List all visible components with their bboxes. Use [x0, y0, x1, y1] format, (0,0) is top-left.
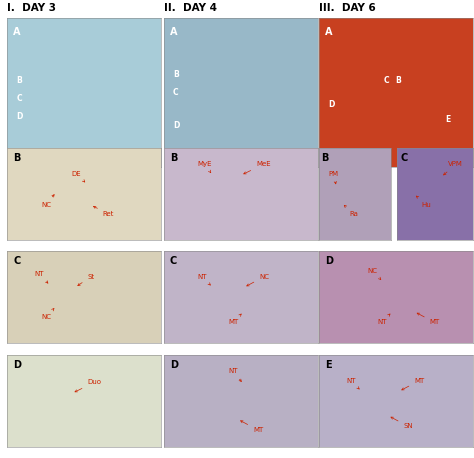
Text: MyE: MyE: [197, 161, 212, 173]
Text: B: B: [321, 153, 329, 164]
Text: NT: NT: [346, 377, 359, 389]
Text: I.  DAY 3: I. DAY 3: [7, 3, 56, 13]
Text: NC: NC: [368, 268, 381, 279]
Text: C: C: [16, 94, 22, 103]
Text: B: B: [173, 71, 179, 79]
Text: E: E: [445, 115, 450, 124]
Text: MeE: MeE: [244, 161, 271, 174]
Text: B: B: [13, 153, 21, 164]
Text: NC: NC: [41, 195, 54, 208]
Text: St: St: [78, 273, 94, 286]
Text: D: D: [328, 100, 334, 109]
Text: C: C: [173, 88, 178, 97]
Text: MT: MT: [417, 313, 440, 326]
Text: MT: MT: [228, 314, 241, 326]
Text: E: E: [325, 360, 331, 371]
Text: A: A: [170, 27, 177, 37]
Text: MT: MT: [241, 421, 263, 433]
Text: VPM: VPM: [444, 161, 463, 175]
Text: D: D: [173, 121, 179, 130]
Text: C: C: [383, 76, 389, 85]
Text: A: A: [13, 27, 21, 37]
Text: D: D: [13, 360, 21, 371]
Text: NC: NC: [247, 273, 269, 286]
Text: B: B: [16, 76, 22, 85]
Text: C: C: [400, 153, 407, 164]
Text: NT: NT: [228, 368, 241, 382]
Text: III.  DAY 6: III. DAY 6: [319, 3, 375, 13]
Text: DE: DE: [72, 170, 85, 182]
Text: Duo: Duo: [75, 379, 101, 392]
Text: Ret: Ret: [93, 207, 114, 217]
Text: NT: NT: [377, 314, 390, 326]
Text: C: C: [13, 256, 20, 267]
Text: SN: SN: [391, 417, 413, 430]
Text: NT: NT: [35, 271, 48, 283]
Text: Ra: Ra: [344, 205, 358, 217]
Text: PM: PM: [328, 170, 339, 184]
Text: D: D: [170, 360, 178, 371]
Text: B: B: [395, 76, 401, 85]
Text: MT: MT: [402, 377, 424, 390]
Text: B: B: [170, 153, 177, 164]
Text: D: D: [325, 256, 333, 267]
Text: C: C: [170, 256, 177, 267]
Text: A: A: [325, 27, 332, 37]
Text: II.  DAY 4: II. DAY 4: [164, 3, 217, 13]
Text: NT: NT: [197, 273, 210, 285]
Text: Hu: Hu: [416, 196, 431, 208]
Text: NC: NC: [41, 309, 54, 320]
Text: D: D: [16, 112, 23, 121]
